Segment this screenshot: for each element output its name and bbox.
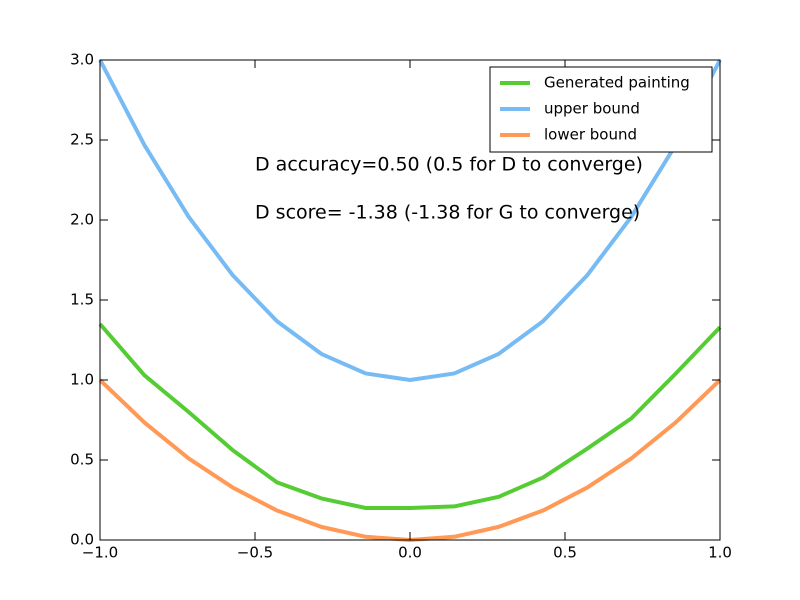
y-tick-label: 0.0 [70,531,94,549]
series-line [98,59,722,382]
y-tick-label: 2.0 [70,211,94,229]
series-line [98,322,722,510]
annotation: D accuracy=0.50 (0.5 for D to converge) [255,154,643,176]
y-tick-label: 3.0 [70,51,94,69]
x-tick-label: −1.0 [82,544,118,562]
y-tick-label: 1.0 [70,371,94,389]
annotation: D score= -1.38 (-1.38 for G to converge) [255,202,640,224]
x-tick-label: −0.5 [237,544,273,562]
y-tick-label: 1.5 [70,291,94,309]
x-tick-label: 0.0 [398,544,422,562]
y-tick-label: 0.5 [70,451,94,469]
legend-label: upper bound [544,100,640,118]
x-tick-label: 1.0 [708,544,732,562]
legend-label: lower bound [544,126,637,144]
legend-label: Generated painting [544,74,690,92]
x-tick-label: 0.5 [553,544,577,562]
y-tick-label: 2.5 [70,131,94,149]
